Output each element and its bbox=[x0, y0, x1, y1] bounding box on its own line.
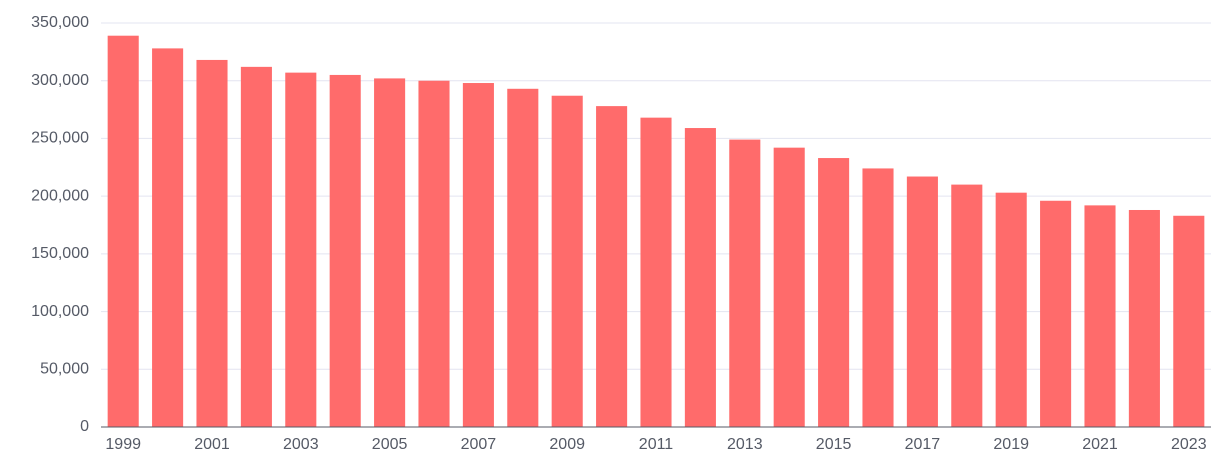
bar bbox=[995, 192, 1027, 427]
y-tick-label: 0 bbox=[80, 418, 89, 435]
x-tick-label: 2023 bbox=[1171, 436, 1207, 453]
bar bbox=[906, 176, 938, 427]
bar bbox=[862, 168, 894, 427]
bar bbox=[818, 158, 850, 427]
bar bbox=[596, 106, 628, 427]
bar bbox=[329, 74, 361, 427]
bar bbox=[240, 66, 272, 427]
bar bbox=[152, 48, 184, 427]
y-tick-label: 150,000 bbox=[31, 245, 89, 262]
bar bbox=[551, 95, 583, 427]
bar bbox=[729, 139, 761, 427]
bar bbox=[684, 128, 716, 428]
x-tick-label: 2011 bbox=[639, 436, 674, 453]
x-tick-label: 2007 bbox=[461, 436, 497, 453]
bar bbox=[951, 184, 983, 427]
y-tick-label: 200,000 bbox=[31, 187, 89, 204]
y-tick-label: 250,000 bbox=[31, 130, 89, 147]
bar bbox=[374, 78, 406, 428]
x-tick-label: 2017 bbox=[905, 436, 941, 453]
x-tick-label: 1999 bbox=[105, 436, 141, 453]
bar bbox=[1040, 200, 1072, 427]
bar bbox=[196, 59, 228, 428]
x-tick-label: 2021 bbox=[1082, 436, 1118, 453]
bar bbox=[107, 35, 139, 427]
bar bbox=[640, 117, 672, 427]
bar bbox=[1173, 215, 1205, 427]
y-tick-label: 50,000 bbox=[40, 361, 89, 378]
x-tick-label: 2015 bbox=[816, 436, 852, 453]
y-tick-label: 100,000 bbox=[31, 303, 89, 320]
y-tick-label: 350,000 bbox=[31, 14, 89, 31]
x-tick-label: 2013 bbox=[727, 436, 763, 453]
bar bbox=[285, 72, 317, 428]
bar bbox=[1128, 209, 1160, 427]
x-tick-label: 2001 bbox=[194, 436, 230, 453]
x-tick-label: 2003 bbox=[283, 436, 319, 453]
y-tick-label: 300,000 bbox=[31, 72, 89, 89]
bar bbox=[1084, 205, 1116, 427]
bar bbox=[418, 80, 450, 427]
bar bbox=[462, 83, 494, 427]
bar bbox=[507, 88, 539, 428]
bar bbox=[773, 147, 805, 428]
x-tick-label: 2005 bbox=[372, 436, 408, 453]
x-tick-label: 2019 bbox=[993, 436, 1029, 453]
x-tick-label: 2009 bbox=[549, 436, 585, 453]
